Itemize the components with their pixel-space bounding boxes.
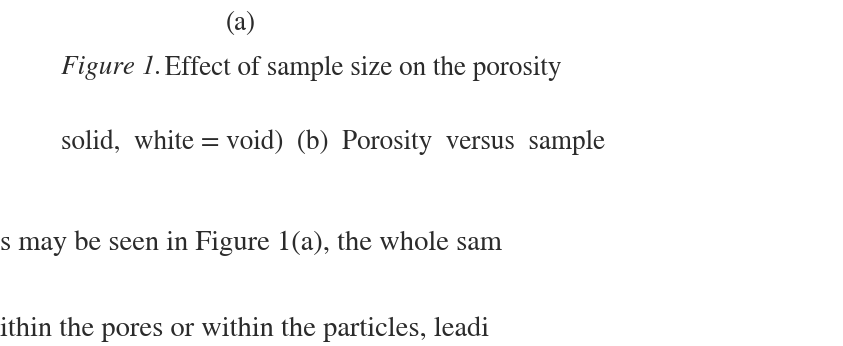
Text: solid,  white = void)  (b)  Porosity  versus  sample: solid, white = void) (b) Porosity versus…	[61, 130, 604, 155]
Text: (a): (a)	[225, 10, 255, 36]
Text: Figure 1.: Figure 1.	[61, 55, 162, 80]
Text: s may be seen in Figure 1(a), the whole sam: s may be seen in Figure 1(a), the whole …	[0, 230, 502, 256]
Text: ithin the pores or within the particles, leadi: ithin the pores or within the particles,…	[0, 317, 489, 342]
Text: Effect of sample size on the porosity: Effect of sample size on the porosity	[158, 55, 561, 81]
